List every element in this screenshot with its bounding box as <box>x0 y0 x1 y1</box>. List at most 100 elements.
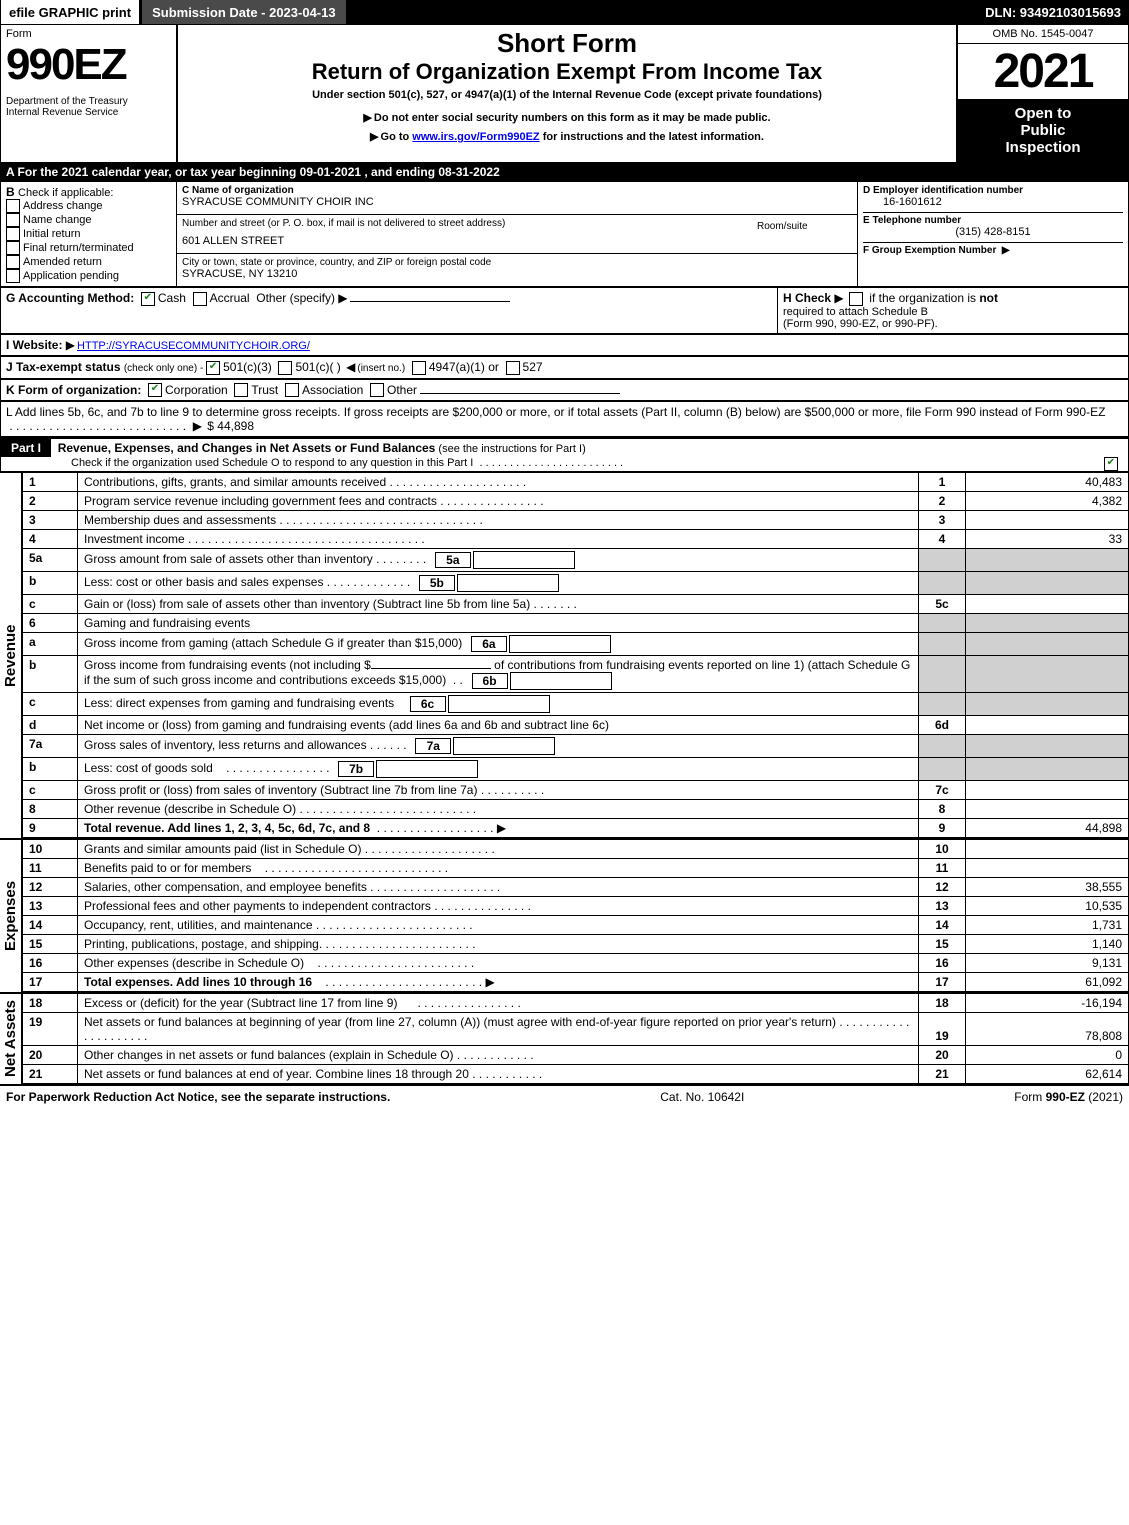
table-row: 9Total revenue. Add lines 1, 2, 3, 4, 5c… <box>23 819 1129 839</box>
line-21-amount: 62,614 <box>966 1065 1129 1085</box>
checkbox-application-pending[interactable] <box>6 269 20 283</box>
checkbox-accrual[interactable] <box>193 292 207 306</box>
checkbox-cash[interactable] <box>141 292 155 306</box>
checkbox-501c3[interactable] <box>206 361 220 375</box>
dept-label: Department of the Treasury <box>6 96 171 107</box>
efile-print-label[interactable]: efile GRAPHIC print <box>0 0 140 25</box>
checkbox-final-return[interactable] <box>6 241 20 255</box>
irs-link[interactable]: www.irs.gov/Form990EZ <box>412 131 539 143</box>
table-row: dNet income or (loss) from gaming and fu… <box>23 716 1129 735</box>
cash-label: Cash <box>158 291 186 305</box>
goto-line: Go to www.irs.gov/Form990EZ for instruct… <box>183 130 951 143</box>
form-header-table: Form 990EZ Department of the Treasury In… <box>0 24 1129 163</box>
checkbox-address-change[interactable] <box>6 199 20 213</box>
checkbox-amended-return[interactable] <box>6 255 20 269</box>
checkbox-4947[interactable] <box>412 361 426 375</box>
line-12-amount: 38,555 <box>966 878 1129 897</box>
checkbox-other-org[interactable] <box>370 383 384 397</box>
line-4-amount: 33 <box>966 530 1129 549</box>
checkbox-527[interactable] <box>506 361 520 375</box>
cb-label: Application pending <box>23 270 119 282</box>
checkbox-schedule-o[interactable] <box>1104 457 1118 471</box>
netassets-side-label: Net Assets <box>0 993 22 1085</box>
top-bar: efile GRAPHIC print Submission Date - 20… <box>0 0 1129 24</box>
table-row: 3Membership dues and assessments . . . .… <box>23 511 1129 530</box>
table-row: 11Benefits paid to or for members . . . … <box>23 859 1129 878</box>
section-i: I Website: HTTP://SYRACUSECOMMUNITYCHOIR… <box>1 334 1129 355</box>
table-row: bLess: cost or other basis and sales exp… <box>23 572 1129 595</box>
line-2-amount: 4,382 <box>966 492 1129 511</box>
line-10-amount <box>966 840 1129 859</box>
table-row: 7aGross sales of inventory, less returns… <box>23 735 1129 758</box>
table-row: 8Other revenue (describe in Schedule O) … <box>23 800 1129 819</box>
line-13-amount: 10,535 <box>966 897 1129 916</box>
street-value: 601 ALLEN STREET <box>182 235 852 247</box>
room-label: Room/suite <box>753 218 852 235</box>
part-i-title-suffix: (see the instructions for Part I) <box>435 443 585 455</box>
form-number: 990EZ <box>6 40 171 90</box>
checkbox-schedule-b[interactable] <box>849 292 863 306</box>
street-label: Number and street (or P. O. box, if mail… <box>182 218 753 235</box>
section-h-line3: (Form 990, 990-EZ, or 990-PF). <box>783 318 1123 330</box>
table-row: 13Professional fees and other payments t… <box>23 897 1129 916</box>
accounting-section: G Accounting Method: Cash Accrual Other … <box>0 287 1129 334</box>
footer-catno: Cat. No. 10642I <box>660 1090 744 1104</box>
line-8-amount <box>966 800 1129 819</box>
checkbox-corporation[interactable] <box>148 383 162 397</box>
line-11-amount <box>966 859 1129 878</box>
part-i-check-line: Check if the organization used Schedule … <box>71 457 473 469</box>
open-public-box: Open to Public Inspection <box>958 99 1128 162</box>
table-row: 6Gaming and fundraising events <box>23 614 1129 633</box>
cb-label: Amended return <box>23 256 102 268</box>
section-a-bar: A For the 2021 calendar year, or tax yea… <box>0 163 1129 181</box>
subtitle: Under section 501(c), 527, or 4947(a)(1)… <box>183 89 951 101</box>
main-title: Return of Organization Exempt From Incom… <box>183 59 951 85</box>
table-row: 14Occupancy, rent, utilities, and mainte… <box>23 916 1129 935</box>
section-k: K Form of organization: Corporation Trus… <box>1 379 1129 401</box>
section-f-label: F Group Exemption Number <box>863 242 1123 256</box>
line-3-amount <box>966 511 1129 530</box>
line-19-amount: 78,808 <box>966 1013 1129 1046</box>
table-row: cGross profit or (loss) from sales of in… <box>23 781 1129 800</box>
line-16-amount: 9,131 <box>966 954 1129 973</box>
phone-value: (315) 428-8151 <box>863 226 1123 238</box>
table-row: 5aGross amount from sale of assets other… <box>23 549 1129 572</box>
checkbox-501c[interactable] <box>278 361 292 375</box>
submission-date-label: Submission Date - 2023-04-13 <box>140 0 348 24</box>
ssn-warning: Do not enter social security numbers on … <box>183 111 951 124</box>
line-14-amount: 1,731 <box>966 916 1129 935</box>
checkbox-initial-return[interactable] <box>6 227 20 241</box>
line-18-amount: -16,194 <box>966 994 1129 1013</box>
table-row: 10Grants and similar amounts paid (list … <box>23 840 1129 859</box>
other-label: Other (specify) <box>256 291 335 305</box>
line-6d-amount <box>966 716 1129 735</box>
checkbox-trust[interactable] <box>234 383 248 397</box>
table-row: bLess: cost of goods sold . . . . . . . … <box>23 758 1129 781</box>
table-row: 2Program service revenue including gover… <box>23 492 1129 511</box>
website-link[interactable]: HTTP://SYRACUSECOMMUNITYCHOIR.ORG/ <box>77 340 310 352</box>
cb-label: Initial return <box>23 228 80 240</box>
checkbox-association[interactable] <box>285 383 299 397</box>
page-footer: For Paperwork Reduction Act Notice, see … <box>0 1085 1129 1108</box>
table-row: 19Net assets or fund balances at beginni… <box>23 1013 1129 1046</box>
table-row: cLess: direct expenses from gaming and f… <box>23 693 1129 716</box>
cb-label: Name change <box>23 214 92 226</box>
table-row: 12Salaries, other compensation, and empl… <box>23 878 1129 897</box>
city-value: SYRACUSE, NY 13210 <box>182 268 852 280</box>
cb-label: Final return/terminated <box>23 242 134 254</box>
city-label: City or town, state or province, country… <box>182 257 852 268</box>
table-row: aGross income from gaming (attach Schedu… <box>23 633 1129 656</box>
line-1-amount: 40,483 <box>966 473 1129 492</box>
table-row: bGross income from fundraising events (n… <box>23 656 1129 693</box>
section-d-label: D Employer identification number <box>863 185 1123 196</box>
expenses-side-label: Expenses <box>0 839 22 993</box>
section-j: J Tax-exempt status (check only one) - 5… <box>1 356 1129 378</box>
table-row: 16Other expenses (describe in Schedule O… <box>23 954 1129 973</box>
tax-year: 2021 <box>958 44 1128 99</box>
checkbox-name-change[interactable] <box>6 213 20 227</box>
expenses-table: 10Grants and similar amounts paid (list … <box>22 839 1129 993</box>
line-15-amount: 1,140 <box>966 935 1129 954</box>
line-9-amount: 44,898 <box>966 819 1129 839</box>
footer-left: For Paperwork Reduction Act Notice, see … <box>6 1090 390 1104</box>
omb-label: OMB No. 1545-0047 <box>958 25 1128 44</box>
